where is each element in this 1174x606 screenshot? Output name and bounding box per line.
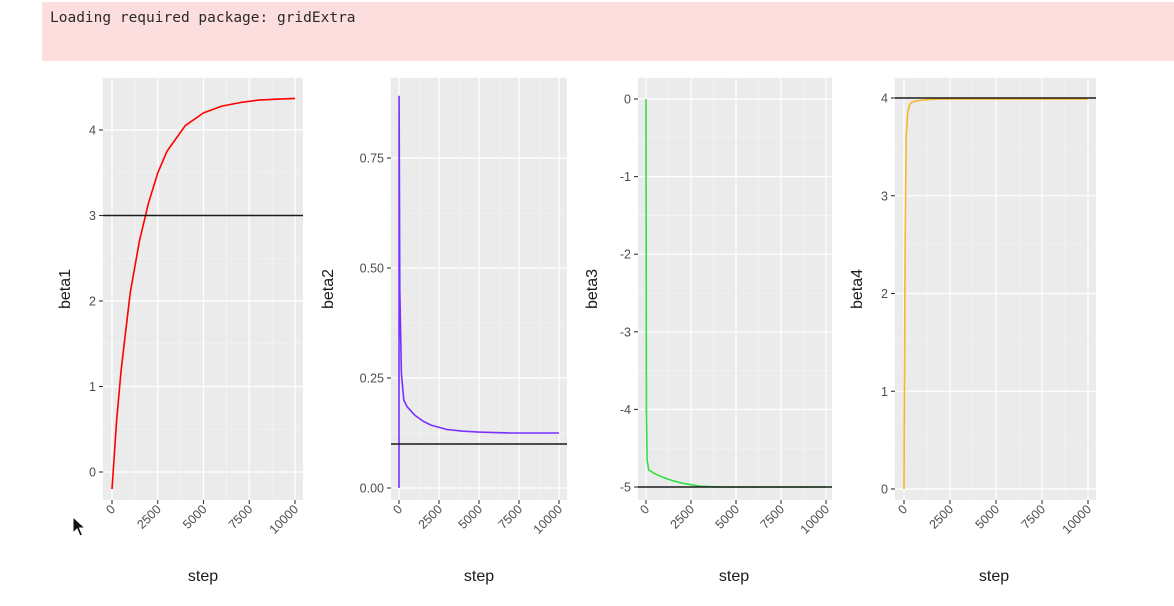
y-tick-label: 3: [89, 209, 96, 223]
y-tick-label: 0.75: [360, 152, 384, 166]
x-tick-label: 7500: [226, 502, 256, 532]
y-tick-label: 0: [624, 93, 631, 107]
y-tick-label: 0: [89, 466, 96, 480]
plot-background: [638, 78, 832, 500]
facet-panel-beta2: 0.00 0.25 0.50 0.75 0 2500 5000 7500 10000 beta2 s…: [320, 78, 567, 585]
x-axis-title: step: [979, 568, 1009, 585]
x-tick-label: 7500: [1019, 502, 1049, 532]
y-axis-title: beta1: [57, 269, 74, 309]
y-axis-title: beta4: [849, 269, 866, 309]
x-tick-label: 5000: [180, 502, 210, 532]
facet-panel-beta1: 0 1 2 3 4 0 2500 5000 7500 10000 beta1 step: [57, 78, 303, 585]
x-tick-label: 2500: [416, 502, 446, 532]
series-line-beta4: [903, 98, 1088, 490]
x-tick-label: 5000: [973, 502, 1003, 532]
x-tick-label: 2500: [134, 502, 164, 532]
series-line-beta1: [111, 97, 296, 490]
x-tick-label: 10000: [531, 502, 566, 537]
x-axis-title: step: [188, 568, 218, 585]
y-tick-label: -2: [620, 248, 631, 262]
x-tick-label: 0: [895, 502, 910, 517]
x-tick-label: 0: [637, 502, 652, 517]
y-tick-label: -1: [620, 170, 631, 184]
x-tick-label: 10000: [798, 502, 833, 537]
y-tick-label: 2: [89, 295, 96, 309]
mouse-pointer-icon: [72, 516, 86, 537]
x-axis-title: step: [464, 568, 494, 585]
facet-panel-beta3: 0 -1 -2 -3 -4 -5 0 2500 5000 7500 10000 beta3 step: [584, 78, 832, 585]
y-tick-label: 0: [881, 483, 888, 497]
y-tick-label: -3: [620, 325, 631, 339]
y-tick-label: 1: [89, 380, 96, 394]
console-message-banner: Loading required package: gridExtra: [42, 2, 1174, 61]
x-tick-label: 10000: [267, 502, 302, 537]
x-tick-label: 7500: [496, 502, 526, 532]
y-tick-label: 1: [881, 385, 888, 399]
x-tick-label: 5000: [713, 502, 743, 532]
x-tick-label: 0: [390, 502, 405, 517]
y-tick-label: 4: [881, 92, 888, 106]
y-tick-label: -4: [620, 403, 631, 417]
x-tick-label: 0: [103, 502, 118, 517]
y-tick-label: 0.00: [360, 482, 384, 496]
y-tick-label: 0.50: [360, 262, 384, 276]
y-tick-label: 0.25: [360, 372, 384, 386]
x-tick-label: 7500: [758, 502, 788, 532]
x-tick-label: 2500: [668, 502, 698, 532]
x-axis-title: step: [719, 568, 749, 585]
y-tick-label: 3: [881, 189, 888, 203]
y-tick-label: -5: [620, 481, 631, 495]
x-tick-label: 2500: [927, 502, 957, 532]
y-axis-title: beta2: [320, 269, 337, 309]
y-axis-title: beta3: [584, 269, 601, 309]
facet-panel-beta4: 0 1 2 3 4 0 2500 5000 7500 10000 beta4 step: [849, 78, 1096, 585]
series-line-beta2: [398, 95, 559, 489]
x-tick-label: 5000: [456, 502, 486, 532]
y-tick-label: 2: [881, 287, 888, 301]
x-tick-label: 10000: [1060, 502, 1095, 537]
console-message: Loading required package: gridExtra: [50, 10, 356, 26]
y-tick-label: 4: [89, 124, 96, 138]
